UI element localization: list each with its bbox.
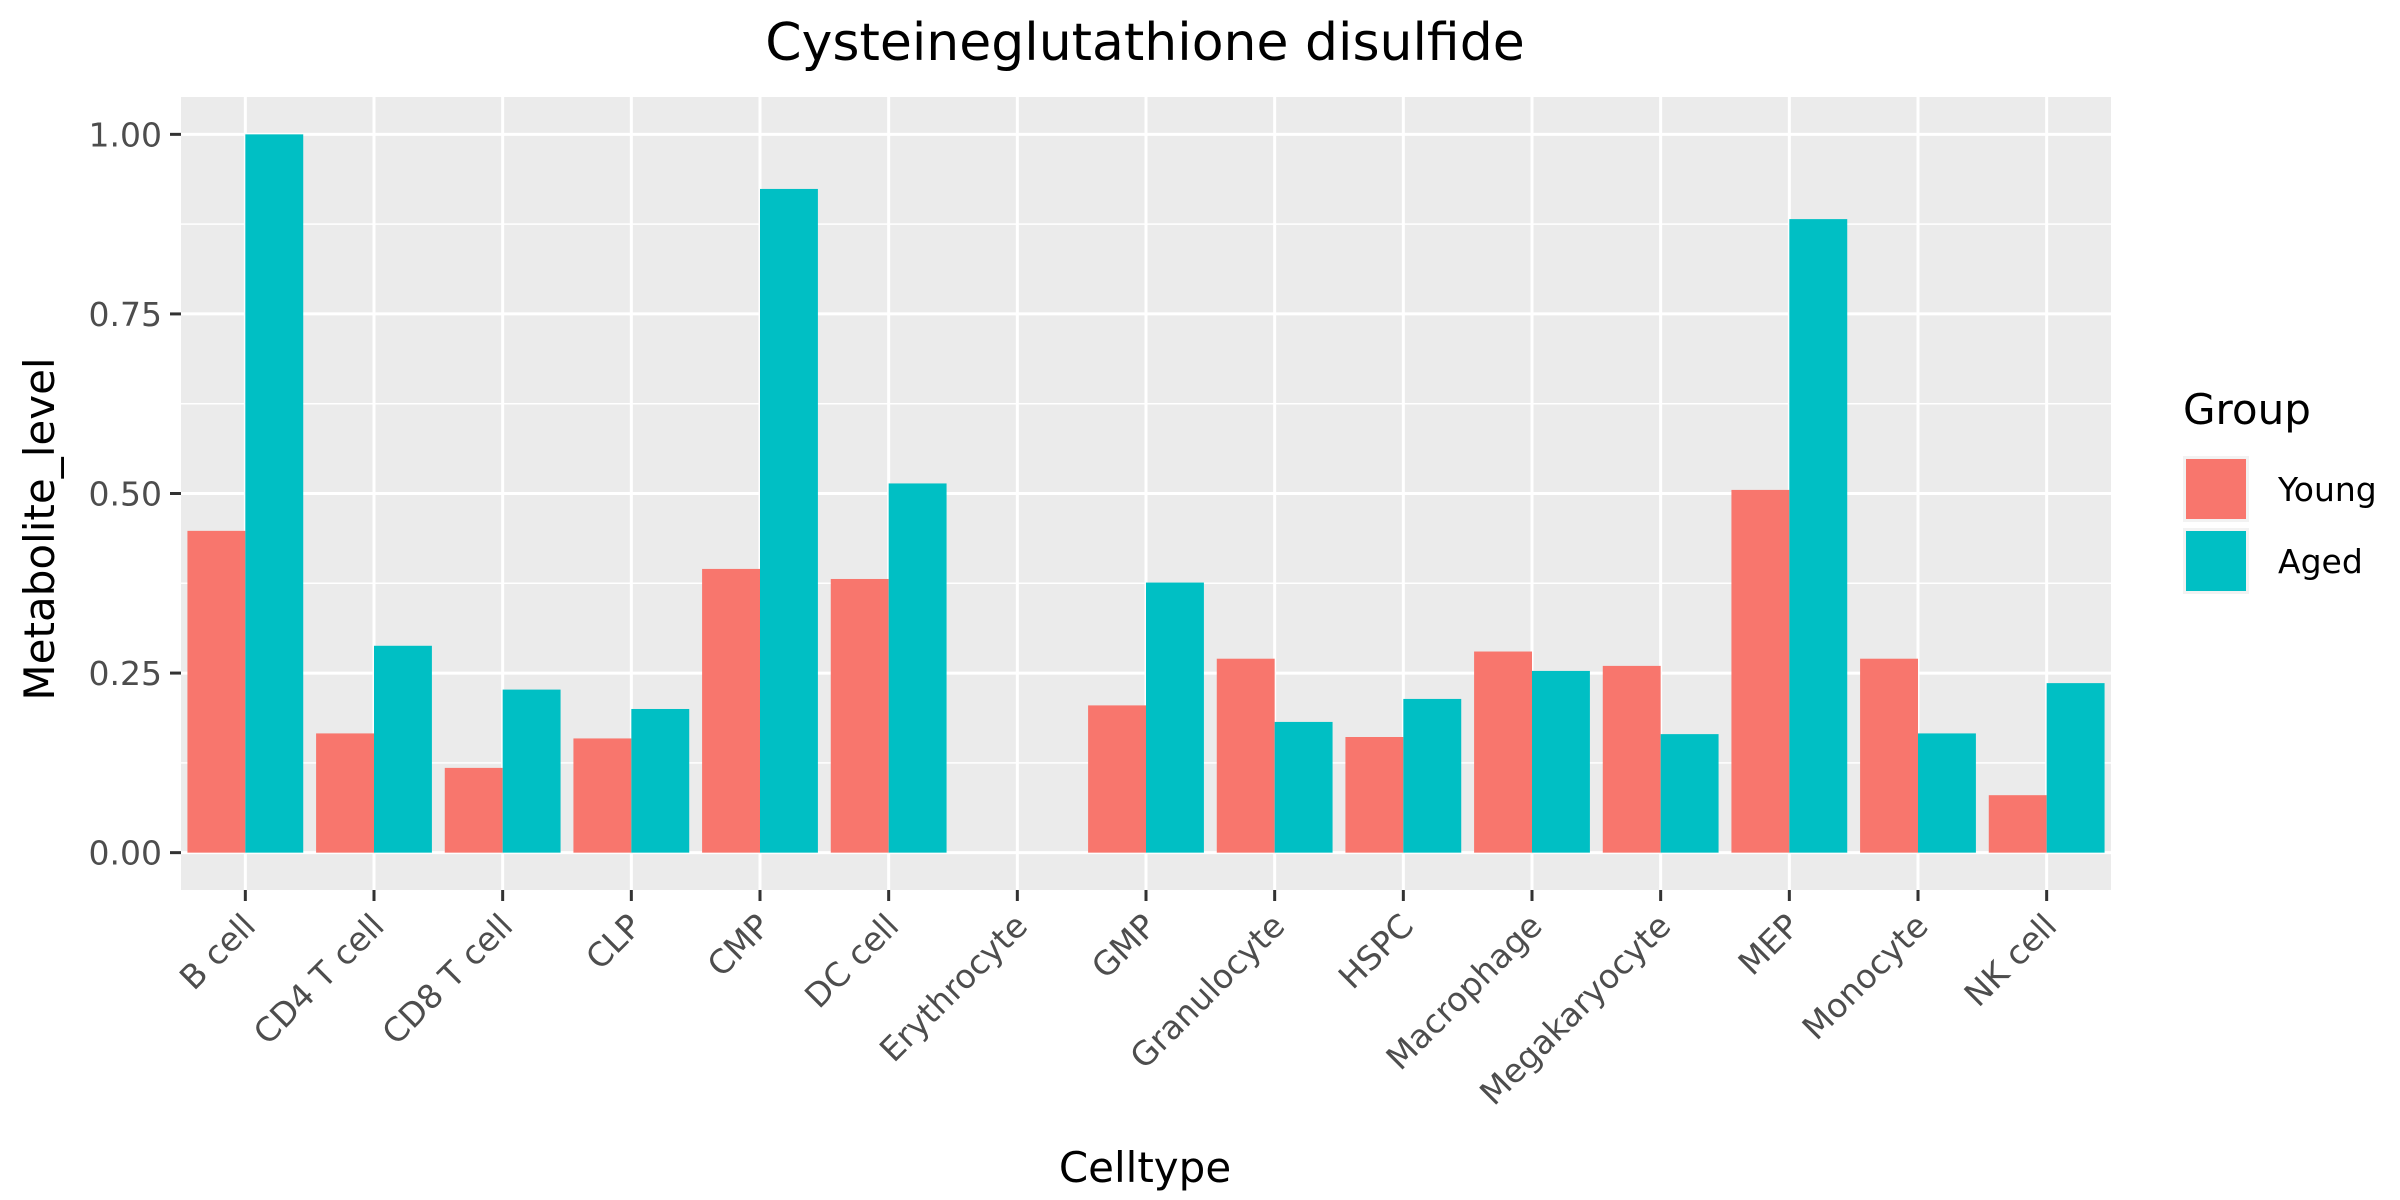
x-tick-label: HSPC: [1331, 906, 1421, 996]
y-tick-label: 1.00: [89, 115, 162, 154]
x-tick-label: GMP: [1084, 906, 1164, 986]
bars: [187, 134, 2105, 853]
bar-aged-dc-cell: [888, 483, 947, 853]
bar-young-granulocyte: [1216, 658, 1275, 853]
bar-aged-b-cell: [245, 134, 304, 853]
x-tick-label: NK cell: [1956, 906, 2064, 1014]
bar-aged-cmp: [760, 188, 818, 853]
x-tick-label: Monocyte: [1794, 906, 1935, 1047]
legend: Group Young Aged: [2183, 385, 2377, 594]
bar-aged-clp: [631, 708, 690, 853]
legend-label-aged: Aged: [2278, 542, 2363, 581]
x-tick-label: CLP: [578, 906, 649, 977]
chart-title: Cysteineglutathione disulfide: [765, 13, 1524, 73]
x-tick-label: B cell: [172, 906, 263, 997]
bar-young-b-cell: [187, 530, 246, 853]
bar-aged-nk-cell: [2046, 683, 2105, 853]
x-tick-label: CD4 T cell: [246, 906, 392, 1052]
bar-aged-megakaryocyte: [1660, 734, 1719, 853]
bar-young-hspc: [1345, 737, 1404, 853]
bar-young-cd8-t-cell: [444, 767, 503, 853]
bar-young-macrophage: [1474, 651, 1532, 853]
legend-swatch-aged: [2186, 531, 2246, 591]
bar-aged-gmp: [1146, 582, 1204, 853]
bar-young-monocyte: [1860, 658, 1918, 853]
y-tick-label: 0.50: [89, 475, 162, 514]
bar-young-megakaryocyte: [1602, 665, 1661, 853]
bar-aged-cd4-t-cell: [374, 645, 432, 853]
bar-aged-mep: [1789, 219, 1848, 853]
bar-young-gmp: [1088, 705, 1146, 853]
bar-aged-monocyte: [1918, 733, 1976, 853]
bar-aged-granulocyte: [1274, 721, 1333, 853]
x-tick-label: CMP: [700, 906, 778, 984]
bar-young-mep: [1731, 489, 1790, 853]
bar-aged-hspc: [1403, 698, 1462, 853]
x-tick-label: CD8 T cell: [374, 906, 520, 1052]
bar-young-nk-cell: [1988, 795, 2047, 853]
y-tick-label: 0.00: [89, 834, 162, 873]
y-tick-label: 0.75: [89, 295, 162, 334]
y-tick-label: 0.25: [89, 654, 162, 693]
bar-aged-macrophage: [1532, 670, 1590, 853]
x-axis-title: Celltype: [1059, 1143, 1231, 1192]
x-tick-label: MEP: [1730, 906, 1807, 983]
legend-label-young: Young: [2277, 470, 2377, 509]
bar-young-cmp: [702, 568, 760, 853]
bar-young-clp: [573, 738, 632, 853]
y-axis: 0.00 0.25 0.50 0.75 1.00: [89, 115, 181, 873]
bar-young-cd4-t-cell: [316, 733, 374, 853]
x-tick-label: DC cell: [797, 906, 906, 1015]
bar-aged-cd8-t-cell: [502, 689, 561, 853]
y-axis-title: Metabolite_level: [15, 357, 64, 700]
legend-title: Group: [2183, 385, 2311, 434]
legend-swatch-young: [2186, 459, 2246, 519]
bar-young-dc-cell: [830, 578, 889, 853]
